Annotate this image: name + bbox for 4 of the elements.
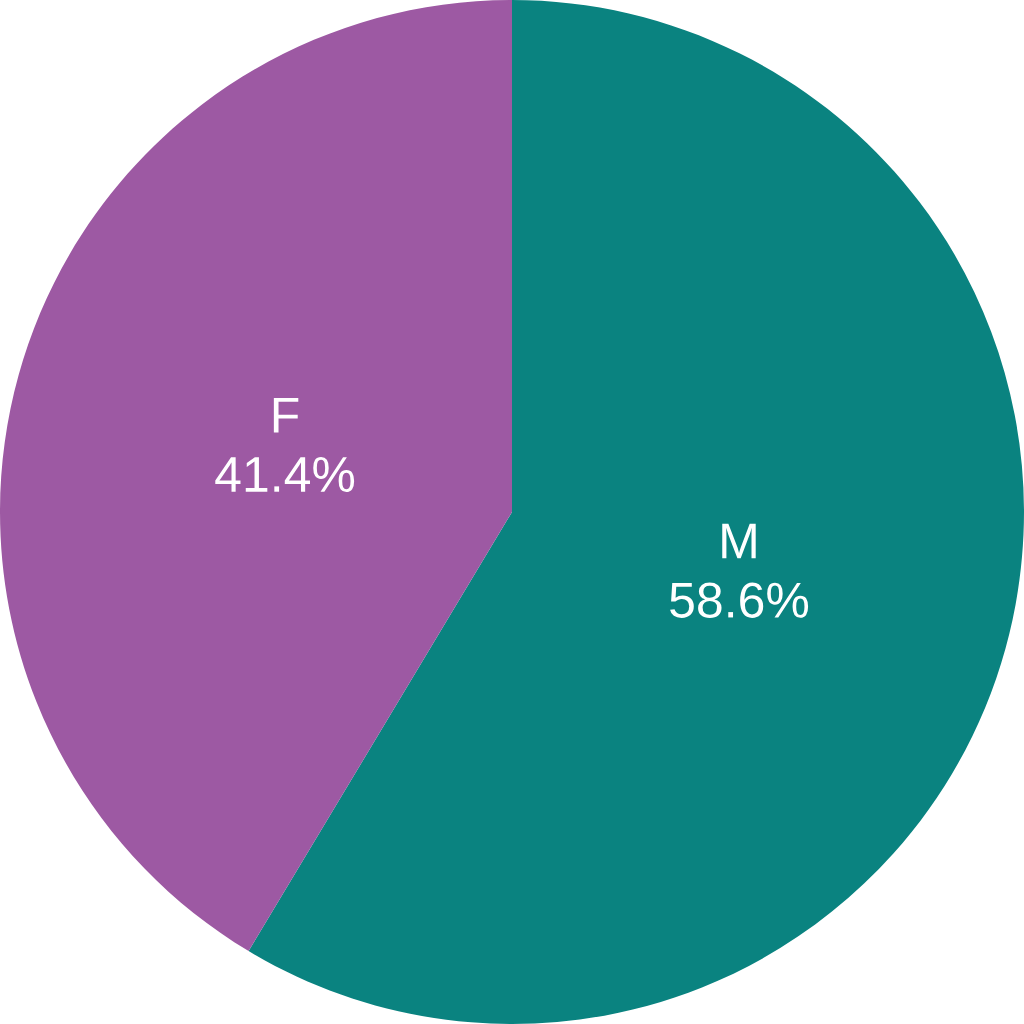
data-label: 41.4% [215, 457, 355, 493]
data-label: 58.6% [670, 582, 809, 618]
slice-label: M [722, 523, 756, 559]
slice-label: F [273, 398, 299, 433]
